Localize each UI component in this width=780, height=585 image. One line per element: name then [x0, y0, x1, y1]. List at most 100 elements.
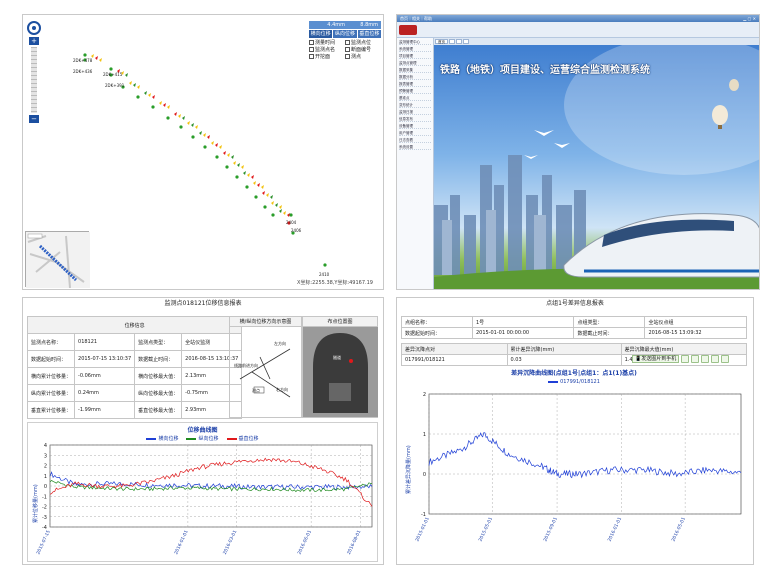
- pan-icon[interactable]: [27, 21, 41, 35]
- tab-home[interactable]: 首页: [435, 39, 448, 44]
- displacement-arrow: [262, 191, 265, 195]
- send-to-phone-button[interactable]: 📱发送图片到手机: [632, 355, 680, 363]
- tab-longitudinal[interactable]: 纵向位移: [333, 30, 357, 38]
- y-tick-label: -1: [42, 494, 47, 500]
- tree-item[interactable]: 监测管理中心: [399, 39, 431, 45]
- station-label: 2DK+478: [73, 58, 93, 63]
- monitoring-map-panel[interactable]: + − 2DK+478 2DK+436 2DK+415 2DK+391 2404…: [22, 14, 384, 290]
- app-tab-strip[interactable]: 首页: [434, 38, 759, 45]
- y-tick-label: 1: [44, 474, 47, 480]
- system-title: 铁路（地铁）项目建设、运营综合监测检测系统: [440, 65, 650, 76]
- overview-minimap[interactable]: [25, 231, 90, 289]
- tree-item[interactable]: 数据采集: [399, 67, 431, 73]
- displacement-arrow: [270, 195, 273, 199]
- table-row: 横向累计位移量： -0.06mm 横向位移最大值： 2.13mm: [26, 367, 243, 385]
- tab-page[interactable]: [449, 39, 455, 44]
- option-checkbox[interactable]: 断面编号: [345, 47, 381, 54]
- x-tick-label: 2015-09-01: [542, 516, 559, 542]
- window-controls[interactable]: ▁ ▢ ✕: [743, 16, 756, 21]
- settings-icon[interactable]: [721, 355, 730, 363]
- option-checkbox[interactable]: 开挖面: [309, 54, 345, 61]
- displacement-arrow: [211, 141, 214, 145]
- displacement-arrow: [241, 165, 244, 169]
- displacement-arrow: [129, 81, 132, 85]
- option-checkbox[interactable]: 监测点位: [345, 40, 381, 47]
- series-line: [49, 479, 373, 493]
- tree-item[interactable]: 系统管理: [399, 46, 431, 52]
- tree-item[interactable]: 预警管理: [399, 88, 431, 94]
- option-checkbox[interactable]: 测量时间: [309, 40, 345, 47]
- report-title: 监测点018121位移信息报表: [164, 300, 242, 307]
- tree-item[interactable]: 数据分析: [399, 74, 431, 80]
- displacement-arrow: [133, 83, 136, 87]
- y-tick-label: 0: [423, 472, 426, 478]
- x-tick-label: 2015-07-15: [35, 529, 52, 555]
- table-row: 垂直累计位移量： -1.99mm 垂直位移最大值： 2.93mm: [26, 401, 243, 419]
- tree-item[interactable]: 用户管理: [399, 130, 431, 136]
- x-tick-label: 2015-05-01: [478, 516, 495, 542]
- app-menu[interactable]: 首页｜相关｜帮助: [400, 15, 432, 21]
- displacement-arrow: [207, 135, 210, 139]
- export-icon[interactable]: [701, 355, 710, 363]
- zoom-icon[interactable]: [691, 355, 700, 363]
- monitoring-point: [263, 205, 267, 209]
- series-line: [49, 471, 373, 491]
- displacement-arrow: [279, 209, 282, 213]
- tree-item[interactable]: 系统设置: [399, 144, 431, 150]
- monitoring-point: [83, 58, 87, 62]
- chart-toolbar[interactable]: 📱发送图片到手机: [632, 355, 730, 363]
- displacement-arrow: [283, 211, 286, 215]
- displacement-arrow: [99, 58, 102, 62]
- tab-page[interactable]: [456, 39, 462, 44]
- tree-item[interactable]: 监测点管理: [399, 60, 431, 66]
- x-tick-label: 2016-08-01: [346, 529, 363, 555]
- tree-item[interactable]: 信息发布: [399, 116, 431, 122]
- legend-entry: 横向位移: [146, 435, 178, 442]
- direction-diagram: 横/纵向位移方向示意图 线路前进方向 左方向 测点 右方向: [229, 316, 302, 418]
- displacement-arrow: [203, 133, 206, 137]
- tab-page[interactable]: [463, 39, 469, 44]
- application-home-panel[interactable]: 首页｜相关｜帮助 ▁ ▢ ✕ 监测管理中心 系统管理 项目管理 监测点管理 数据…: [396, 14, 760, 290]
- tree-item[interactable]: 设备管理: [399, 123, 431, 129]
- chart-legend: 017991/018121: [401, 379, 747, 385]
- map-zoom-control[interactable]: + −: [27, 21, 41, 125]
- series-line: [428, 432, 742, 479]
- print-icon[interactable]: [711, 355, 720, 363]
- table-row: 数据起始时间： 2015-07-15 13:10:37 数据截止时间： 2016-08…: [26, 350, 243, 368]
- tree-item[interactable]: 报表管理: [399, 81, 431, 87]
- monitoring-point: [136, 95, 140, 99]
- monitoring-point: [203, 145, 207, 149]
- refresh-icon[interactable]: [681, 355, 690, 363]
- plot-frame: [428, 393, 742, 515]
- option-checkbox[interactable]: 监测点名: [309, 47, 345, 54]
- welcome-banner: 铁路（地铁）项目建设、运营综合监测检测系统: [434, 45, 759, 289]
- zoom-in-icon[interactable]: +: [29, 37, 39, 45]
- y-tick-label: -2: [42, 505, 47, 511]
- navigation-tree[interactable]: 监测管理中心 系统管理 项目管理 监测点管理 数据采集 数据分析 报表管理 预警…: [397, 38, 434, 289]
- direction-arrows: [239, 348, 291, 398]
- display-options-panel[interactable]: 4.4mm 8.8mm 横向位移 纵向位移 垂直位移 测量时间 监测点位 监测点…: [309, 21, 381, 61]
- tab-vertical[interactable]: 垂直位移: [357, 30, 381, 38]
- displacement-arrow: [125, 73, 128, 77]
- displacement-arrow: [271, 201, 274, 205]
- tab-lateral[interactable]: 横向位移: [309, 30, 333, 38]
- displacement-report-panel: 监测点018121位移信息报表 位移信息 监测点名称： 018121 监测点类型：全…: [22, 297, 384, 565]
- tree-item[interactable]: 日志查看: [399, 137, 431, 143]
- displacement-arrow: [182, 116, 185, 120]
- tree-item[interactable]: 基准点: [399, 95, 431, 101]
- table-row: 监测点名称： 018121 监测点类型： 全站仪监测: [26, 333, 243, 351]
- station-label: 2DK+415: [103, 72, 123, 77]
- y-tick-label: 3: [44, 453, 47, 459]
- displacement-arrow: [195, 125, 198, 129]
- tree-item[interactable]: 变形统计: [399, 102, 431, 108]
- x-tick-label: 2016-01-01: [607, 516, 624, 542]
- option-checkbox[interactable]: 测点: [345, 54, 381, 61]
- tree-item[interactable]: 项目管理: [399, 53, 431, 59]
- displacement-arrow: [223, 151, 226, 155]
- tree-item[interactable]: 监测日报: [399, 109, 431, 115]
- zoom-out-icon[interactable]: −: [29, 115, 39, 123]
- zoom-slider[interactable]: [31, 47, 37, 113]
- displacement-info-table: 位移信息 监测点名称： 018121 监测点类型： 全站仪监测 数据起始时间： 2015…: [26, 316, 243, 419]
- monitoring-point: [179, 125, 183, 129]
